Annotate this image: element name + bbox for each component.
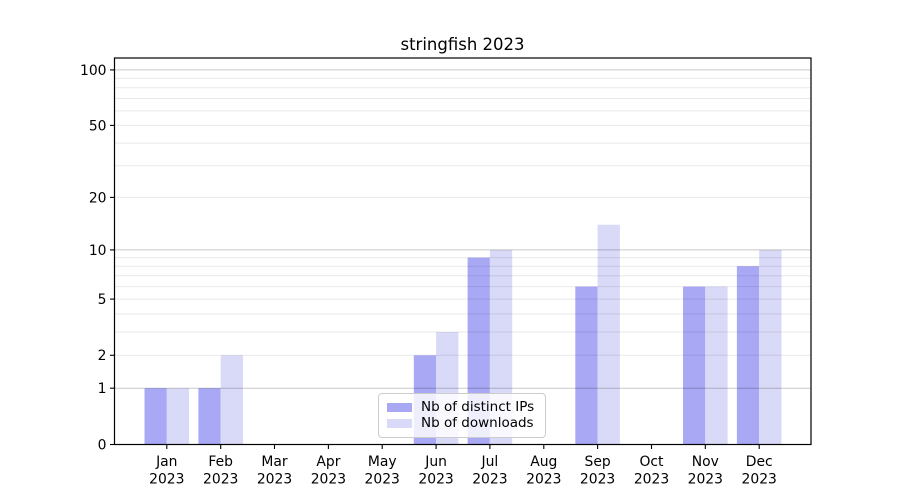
y-tick-label: 100	[80, 63, 107, 79]
bar-downloads-jan	[166, 388, 190, 445]
x-tick-label-year: 2023	[580, 471, 615, 487]
axes-frame	[113, 57, 812, 446]
x-tick-label-year: 2023	[149, 471, 184, 487]
x-tick-label-month: Dec	[746, 454, 773, 470]
x-tick-label-month: Mar	[261, 454, 287, 470]
x-tick-label-year: 2023	[311, 471, 346, 487]
y-tick-label: 2	[98, 348, 107, 364]
x-tick-label-month: Feb	[208, 454, 233, 470]
chart-title: stringfish 2023	[400, 35, 525, 54]
x-tick-label-year: 2023	[203, 471, 238, 487]
x-tick-label-month: Apr	[316, 454, 340, 470]
legend-item-distinct-ips: Nb of distinct IPs	[387, 400, 536, 415]
legend-item-downloads: Nb of downloads	[387, 416, 536, 431]
legend-label-distinct-ips: Nb of distinct IPs	[421, 399, 535, 415]
x-tick-label-month: Jun	[424, 454, 447, 470]
legend-swatch-downloads	[387, 419, 412, 428]
y-tick-label: 0	[98, 437, 107, 453]
x-tick-label-year: 2023	[257, 471, 292, 487]
x-tick-label-month: May	[368, 454, 397, 470]
x-tick-label-year: 2023	[472, 471, 507, 487]
bar-distinct-ips-feb	[198, 388, 221, 445]
x-tick-label-year: 2023	[526, 471, 561, 487]
x-tick-label-month: Nov	[692, 454, 719, 470]
y-tick-label: 1	[98, 381, 107, 397]
y-tick-label: 20	[89, 190, 107, 206]
x-tick-label-year: 2023	[418, 471, 453, 487]
x-tick-label-year: 2023	[365, 471, 400, 487]
x-tick-label-month: Jan	[155, 454, 177, 470]
bar-downloads-nov	[705, 286, 728, 445]
x-tick-label-year: 2023	[688, 471, 723, 487]
x-tick-label-month: Aug	[530, 454, 557, 470]
gridlines	[114, 69, 811, 389]
legend-label-downloads: Nb of downloads	[421, 415, 534, 431]
x-tick-label-month: Oct	[639, 454, 664, 470]
x-tick-label-month: Sep	[585, 454, 611, 470]
y-tick-label: 10	[89, 243, 107, 259]
bar-downloads-sep	[597, 224, 620, 445]
y-tick-label: 5	[98, 292, 107, 308]
legend-swatch-distinct-ips	[387, 403, 412, 412]
legend: Nb of distinct IPs Nb of downloads	[378, 393, 546, 438]
x-tick-label-year: 2023	[742, 471, 777, 487]
bar-distinct-ips-jan	[144, 388, 167, 445]
bar-downloads-dec	[759, 249, 782, 445]
bar-distinct-ips-sep	[575, 286, 598, 445]
x-tick-label-month: Jul	[481, 454, 499, 470]
bar-downloads-feb	[220, 355, 243, 445]
y-tick-label: 50	[89, 118, 107, 134]
bar-distinct-ips-nov	[683, 286, 706, 445]
x-tick-label-year: 2023	[634, 471, 669, 487]
x-axis: Jan2023Feb2023Mar2023Apr2023May2023Jun20…	[149, 444, 777, 487]
